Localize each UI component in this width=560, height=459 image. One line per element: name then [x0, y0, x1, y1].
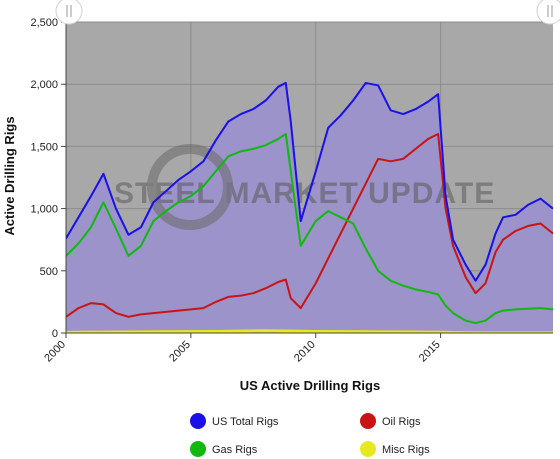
- legend-marker: [360, 413, 376, 429]
- x-axis-ticks: 2000 2005 2010 2015: [42, 333, 443, 365]
- legend-label: US Total Rigs: [212, 416, 279, 428]
- legend-label: Oil Rigs: [382, 416, 421, 428]
- y-tick-label: 2,500: [30, 17, 58, 29]
- legend-item-gas-rigs[interactable]: Gas Rigs: [190, 441, 258, 457]
- y-axis-title: Active Drilling Rigs: [2, 116, 17, 235]
- legend-item-oil-rigs[interactable]: Oil Rigs: [360, 413, 421, 429]
- series-line-oil-rigs: [66, 132, 553, 318]
- x-tick-label: 2015: [417, 339, 443, 365]
- legend-marker: [190, 413, 206, 429]
- y-axis-ticks: 0 500 1,000 1,500 2,000 2,500: [30, 17, 66, 340]
- range-handle-left[interactable]: [55, 0, 83, 25]
- y-tick-label: 0: [52, 328, 58, 340]
- legend-item-misc-rigs[interactable]: Misc Rigs: [360, 441, 430, 457]
- y-tick-label: 2,000: [30, 79, 58, 91]
- legend-label: Misc Rigs: [382, 444, 430, 456]
- legend: US Total Rigs Oil Rigs Gas Rigs Misc Rigs: [190, 413, 430, 457]
- watermark-text: STEEL MARKET UPDATE: [114, 177, 495, 210]
- series-line-us-total-rigs: [66, 81, 553, 282]
- y-tick-label: 500: [40, 266, 58, 278]
- total-rigs-area: [66, 82, 553, 333]
- watermark: STEEL MARKET UPDATE: [114, 144, 495, 230]
- y-tick-label: 1,500: [30, 141, 58, 153]
- watermark-logo: [147, 144, 233, 230]
- legend-marker: [360, 441, 376, 457]
- x-tick-label: 2005: [167, 339, 193, 365]
- legend-label: Gas Rigs: [212, 444, 258, 456]
- series-line-gas-rigs: [66, 132, 553, 325]
- range-handle-right[interactable]: [536, 0, 560, 25]
- legend-marker: [190, 441, 206, 457]
- x-tick-label: 2000: [42, 339, 68, 365]
- x-tick-label: 2010: [292, 339, 318, 365]
- x-axis-title: US Active Drilling Rigs: [240, 378, 380, 393]
- legend-item-us-total-rigs[interactable]: US Total Rigs: [190, 413, 279, 429]
- y-tick-label: 1,000: [30, 204, 58, 216]
